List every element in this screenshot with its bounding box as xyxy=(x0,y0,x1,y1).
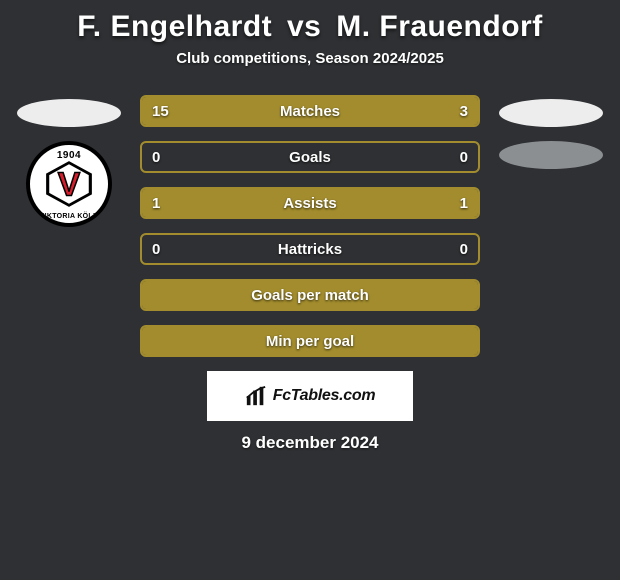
stat-row: 0 0Goals xyxy=(140,141,480,173)
stat-value-left: 15 xyxy=(152,97,169,125)
stat-value-right: 3 xyxy=(460,97,468,125)
stat-bar-right xyxy=(310,189,478,217)
stat-row: 153Matches xyxy=(140,95,480,127)
comparison-layout: 1904VVIKTORIA KÖLN 153Matches00Goals11As… xyxy=(10,95,610,357)
stat-bar-left xyxy=(142,189,310,217)
stat-row: Goals per match xyxy=(140,279,480,311)
comparison-title: F. Engelhardt vs M. Frauendorf xyxy=(10,10,610,44)
badge-text: VIKTORIA KÖLN xyxy=(40,213,99,220)
stat-value-right: 1 xyxy=(460,189,468,217)
stat-value-right: 0 xyxy=(460,143,468,171)
stat-label: Hattricks xyxy=(142,235,478,263)
stat-value-left: 0 xyxy=(152,235,160,263)
player-ellipse xyxy=(499,141,603,169)
club-badge: 1904 V VIKTORIA KÖLN xyxy=(26,141,112,227)
attribution-text: FcTables.com xyxy=(273,387,376,405)
stats-bars: 153Matches00Goals11Assists00HattricksGoa… xyxy=(140,95,480,357)
stat-value-left: 1 xyxy=(152,189,160,217)
svg-text:V: V xyxy=(58,166,80,203)
stat-bar-left xyxy=(142,281,478,309)
stat-value-right: 0 xyxy=(460,235,468,263)
fctables-icon xyxy=(245,385,267,407)
attribution-box: FcTables.com xyxy=(207,371,413,421)
left-side-column: 1904 V VIKTORIA KÖLN xyxy=(14,95,124,227)
date-label: 9 december 2024 xyxy=(10,433,610,453)
stat-value-left: 0 xyxy=(152,143,160,171)
player2-name: M. Frauendorf xyxy=(336,10,543,43)
stat-bar-right xyxy=(422,97,478,125)
badge-year: 1904 xyxy=(57,150,81,161)
stat-bar-left xyxy=(142,327,478,355)
subtitle: Club competitions, Season 2024/2025 xyxy=(10,50,610,67)
stat-row: Min per goal xyxy=(140,325,480,357)
stat-row: 0 0Hattricks xyxy=(140,233,480,265)
player1-name: F. Engelhardt xyxy=(77,10,272,43)
stat-label: Goals xyxy=(142,143,478,171)
player-ellipse xyxy=(499,99,603,127)
vs-label: vs xyxy=(287,10,321,43)
stat-row: 11Assists xyxy=(140,187,480,219)
player-ellipse xyxy=(17,99,121,127)
right-side-column xyxy=(496,95,606,169)
stat-bar-left xyxy=(142,97,422,125)
